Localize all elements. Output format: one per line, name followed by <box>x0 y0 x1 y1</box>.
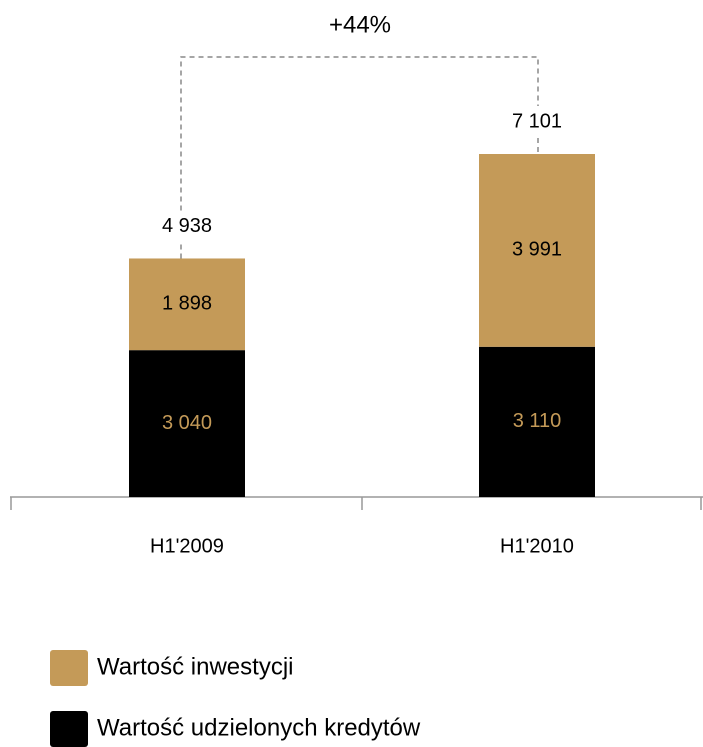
legend-label: Wartość udzielonych kredytów <box>97 714 421 741</box>
value-label: 3 040 <box>162 412 212 434</box>
value-label: 3 110 <box>513 410 562 432</box>
total-label: 4 938 <box>162 215 212 237</box>
growth-annotation: +44% <box>329 11 391 38</box>
bar-segment <box>129 350 245 497</box>
value-label: 1 898 <box>162 293 212 315</box>
x-tick-label: H1'2010 <box>500 535 574 557</box>
value-label: 3 991 <box>512 239 562 261</box>
legend-label: Wartość inwestycji <box>97 653 293 680</box>
bar-segment <box>479 346 595 497</box>
total-label: 7 101 <box>512 110 562 132</box>
legend-swatch <box>50 711 88 747</box>
growth-connector <box>180 56 539 259</box>
legend-swatch <box>50 650 88 686</box>
bar-segment <box>129 258 245 351</box>
bar-segment <box>479 154 595 347</box>
x-tick-label: H1'2009 <box>150 535 224 557</box>
